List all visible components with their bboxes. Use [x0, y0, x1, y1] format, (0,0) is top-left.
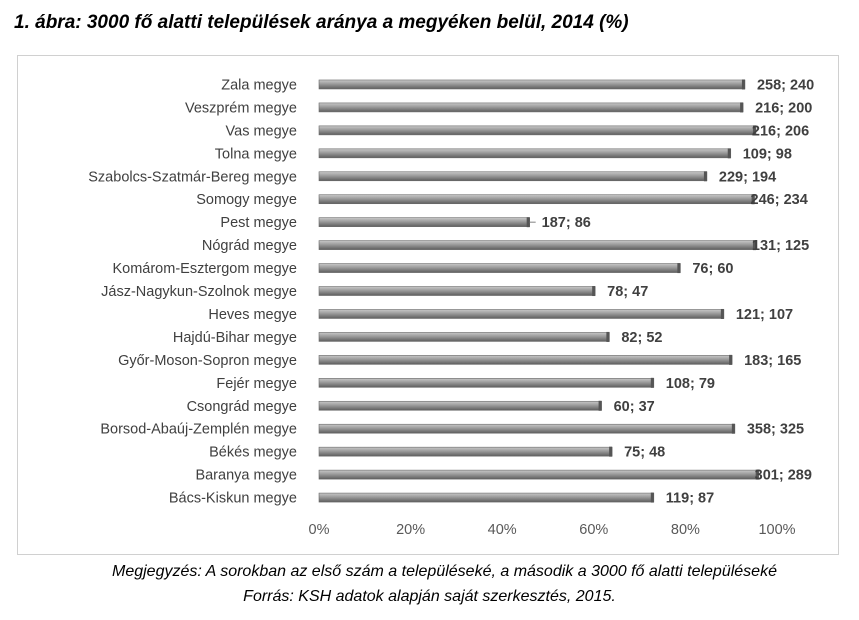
data-label: 183; 165: [744, 353, 801, 369]
category-label: Somogy megye: [196, 192, 297, 208]
data-label: 258; 240: [757, 77, 814, 93]
bars: [318, 79, 759, 503]
data-label: 82; 52: [621, 330, 662, 346]
bar-end-cap: [720, 308, 724, 319]
category-label: Veszprém megye: [185, 100, 297, 116]
bar-end-cap: [740, 102, 744, 113]
data-label: 108; 79: [666, 376, 715, 392]
bar: [318, 400, 602, 411]
bar-end-cap: [751, 194, 755, 205]
bar: [318, 171, 708, 182]
category-label: Fejér megye: [216, 376, 297, 392]
bar-end-cap: [729, 354, 733, 365]
bar: [318, 332, 610, 342]
bar-end-cap: [606, 331, 610, 342]
data-label: 131; 125: [752, 238, 809, 254]
data-label: 246; 234: [751, 192, 808, 208]
bar-end-cap: [650, 377, 654, 388]
bar-end-cap: [731, 423, 735, 434]
bar-end-cap: [598, 400, 602, 411]
category-label: Jász-Nagykun-Szolnok megye: [101, 284, 297, 300]
category-label: Bács-Kiskun megye: [169, 491, 297, 507]
data-label: 119; 87: [666, 491, 714, 507]
bar: [318, 446, 613, 457]
category-label: Nógrád megye: [202, 238, 297, 254]
bar: [318, 102, 744, 113]
category-label: Tolna megye: [215, 146, 297, 162]
data-label: 78; 47: [607, 284, 648, 300]
chart-title: 1. ábra: 3000 fő alatti települések arán…: [14, 12, 629, 33]
data-label: 121; 107: [736, 307, 793, 323]
bar: [318, 240, 757, 250]
bar: [318, 217, 530, 227]
bar: [318, 125, 757, 136]
data-label: 301; 289: [755, 468, 812, 484]
category-labels: Zala megye Veszprém megye Vas megye Tolna m…: [88, 77, 297, 506]
category-label: Borsod-Abaúj-Zemplén megye: [100, 422, 297, 438]
bar: [318, 355, 733, 365]
tick-label: 40%: [488, 522, 517, 538]
bar: [318, 423, 736, 434]
bar-chart: Zala megye Veszprém megye Vas megye Tolna m…: [88, 77, 814, 538]
x-axis-ticks: 0% 20% 40% 60% 80% 100%: [309, 522, 796, 538]
bar: [318, 492, 655, 503]
bar-end-cap: [526, 217, 530, 228]
bar-end-cap: [609, 446, 613, 457]
chart-note: Megjegyzés: A sorokban az első szám a te…: [112, 563, 777, 580]
tick-label: 80%: [671, 522, 700, 538]
data-label: 109; 98: [743, 146, 792, 162]
bar-end-cap: [677, 263, 681, 274]
tick-label: 20%: [396, 522, 425, 538]
category-label: Békés megye: [209, 445, 297, 461]
data-label: 216; 200: [755, 100, 812, 116]
bar: [318, 378, 655, 388]
bar-end-cap: [752, 125, 756, 136]
tick-label: 100%: [758, 522, 795, 538]
data-labels: 258; 240 216; 200 216; 206 109; 98 229; 194 2…: [529, 77, 814, 507]
tick-label: 0%: [309, 522, 330, 538]
bar: [318, 194, 755, 205]
data-label: 75; 48: [624, 445, 665, 461]
data-label: 187; 86: [542, 215, 591, 231]
data-label: 216; 206: [752, 123, 809, 139]
tick-label: 60%: [579, 522, 608, 538]
chart-source: Forrás: KSH adatok alapján saját szerkes…: [243, 588, 616, 605]
bar: [318, 263, 681, 273]
data-label: 229; 194: [719, 169, 776, 185]
category-label: Zala megye: [221, 77, 297, 93]
bar-end-cap: [755, 469, 759, 480]
bar-end-cap: [741, 79, 745, 90]
bar: [318, 286, 596, 296]
category-label: Baranya megye: [195, 468, 297, 484]
bar: [318, 148, 732, 159]
bar-end-cap: [752, 240, 756, 251]
bar: [318, 79, 746, 90]
category-label: Vas megye: [226, 123, 297, 139]
bar-end-cap: [592, 286, 596, 297]
category-label: Komárom-Esztergom megye: [112, 261, 297, 277]
bar-end-cap: [650, 492, 654, 503]
category-label: Szabolcs-Szatmár-Bereg megye: [88, 169, 297, 185]
category-label: Pest megye: [220, 215, 297, 231]
bar: [318, 309, 725, 319]
category-label: Csongrád megye: [187, 399, 297, 415]
data-label: 60; 37: [614, 399, 655, 415]
bar-end-cap: [703, 171, 707, 182]
category-label: Heves megye: [208, 307, 297, 323]
data-label: 358; 325: [747, 422, 804, 438]
bar-end-cap: [727, 148, 731, 159]
bar: [318, 469, 759, 480]
category-label: Győr-Moson-Sopron megye: [118, 353, 297, 369]
data-label: 76; 60: [692, 261, 733, 277]
category-label: Hajdú-Bihar megye: [173, 330, 297, 346]
